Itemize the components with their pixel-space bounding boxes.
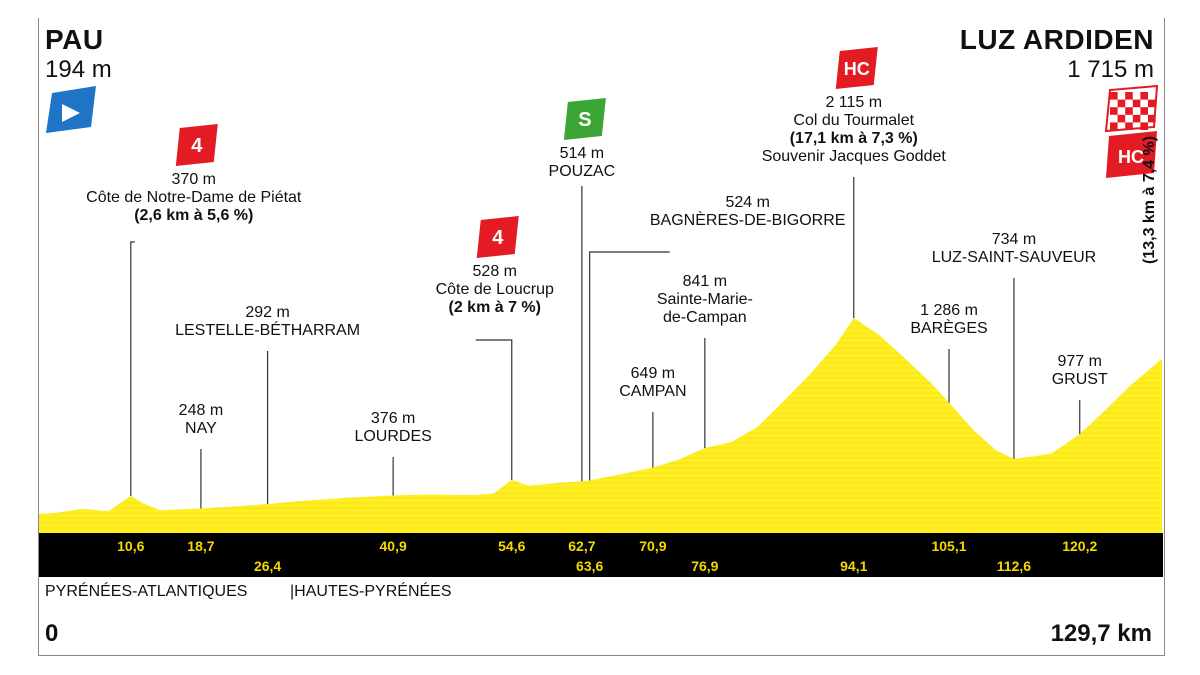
waypoint-name: POUZAC [549, 163, 616, 180]
km-marker-label: 40,9 [380, 538, 407, 554]
flag-square [1117, 114, 1126, 123]
badge-label: HC [844, 59, 870, 79]
climb-category-badge: 4 [476, 216, 519, 258]
waypoint-altitude: 528 m [473, 263, 517, 280]
waypoint-altitude: 734 m [992, 231, 1036, 248]
waypoint-name: CAMPAN [619, 383, 686, 400]
km-marker-label: 105,1 [931, 538, 966, 554]
waypoint-name: NAY [185, 420, 217, 437]
flag-square [1140, 92, 1148, 100]
waypoint-name: LOURDES [354, 428, 431, 445]
flag-square [1125, 92, 1133, 100]
km-marker-label: 62,7 [568, 538, 595, 554]
leader-line [130, 241, 135, 497]
distance-start: 0 [45, 620, 59, 647]
waypoint-name: BAGNÈRES-DE-BIGORRE [650, 210, 846, 229]
flag-square [1110, 122, 1118, 130]
finish-altitude: 1 715 m [1067, 56, 1154, 83]
km-marker-label: 112,6 [997, 558, 1031, 574]
chart-frame [38, 18, 1165, 656]
km-marker-label: 54,6 [498, 538, 525, 554]
badge-label: 4 [492, 227, 504, 249]
waypoint-name: BARÈGES [910, 318, 987, 337]
flag-square [1132, 99, 1141, 108]
km-marker-label: 18,7 [187, 538, 214, 554]
start-altitude: 194 m [45, 56, 112, 83]
flag-square [1110, 107, 1118, 115]
finish-climb-detail: (13,3 km à 7,4 %) [1141, 135, 1158, 264]
waypoint-name: LESTELLE-BÉTHARRAM [175, 320, 360, 339]
waypoint-name: (17,1 km à 7,3 %) [790, 130, 918, 147]
km-marker-label: 63,6 [576, 558, 603, 574]
waypoint-altitude: 649 m [631, 365, 675, 382]
flag-square [1117, 99, 1126, 108]
climb-category-badge: HC [835, 47, 878, 89]
waypoint-name: Col du Tourmalet [793, 112, 914, 129]
flag-square [1140, 122, 1148, 130]
flag-square [1125, 122, 1133, 130]
badge-label: HC [1118, 147, 1144, 167]
km-marker-label: 70,9 [639, 538, 666, 554]
waypoint-name: LUZ-SAINT-SAUVEUR [932, 249, 1096, 266]
elevation-profile [39, 318, 1162, 533]
waypoint-altitude: 292 m [245, 304, 289, 321]
finish-climb-category-badge: HC [1106, 131, 1157, 178]
flag-square [1125, 107, 1133, 115]
waypoint-altitude: 2 115 m [825, 94, 882, 111]
waypoint-altitude: 977 m [1058, 353, 1102, 370]
flag-square [1148, 99, 1156, 108]
waypoint-name: de-Campan [663, 309, 747, 326]
finish-town: LUZ ARDIDEN [959, 24, 1154, 55]
waypoint-name: (2 km à 7 %) [449, 299, 541, 316]
waypoint-altitude: 841 m [683, 273, 727, 290]
waypoint-name: Souvenir Jacques Goddet [762, 148, 947, 165]
km-marker-label: 10,6 [117, 538, 144, 554]
km-marker-label: 120,2 [1062, 538, 1097, 554]
waypoint-altitude: 376 m [371, 410, 415, 427]
flag-square [1132, 114, 1141, 123]
waypoint-name: GRUST [1052, 371, 1108, 388]
badge-shape [563, 98, 606, 140]
km-marker-label: 26,4 [254, 558, 281, 574]
km-strip [39, 533, 1163, 577]
flag-square [1148, 114, 1156, 123]
flag-square [1140, 107, 1148, 115]
waypoint-name: Côte de Loucrup [436, 281, 554, 298]
climb-category-badge: 4 [175, 124, 218, 166]
distance-total: 129,7 km [1050, 620, 1152, 647]
start-town: PAU [45, 24, 104, 55]
badge-shape [476, 216, 519, 258]
leader-line [475, 339, 513, 480]
badge-label: 4 [191, 135, 203, 157]
waypoint-altitude: 248 m [179, 402, 223, 419]
badge-shape [835, 47, 878, 89]
badge-shape [1106, 131, 1157, 178]
km-marker-label: 76,9 [691, 558, 718, 574]
flag-square [1110, 92, 1118, 100]
leader-line [589, 251, 670, 481]
waypoint-altitude: 370 m [172, 171, 216, 188]
finish-flag-icon [1104, 84, 1159, 133]
waypoint-altitude: 514 m [560, 145, 604, 162]
waypoint-name: (2,6 km à 5,6 %) [134, 207, 253, 224]
badge-shape [175, 124, 218, 166]
sprint-badge-icon: S [563, 98, 606, 140]
waypoint-name: Sainte-Marie- [657, 291, 753, 308]
department-hautes-pyrenees: |HAUTES-PYRÉNÉES [290, 583, 452, 600]
waypoint-name: Côte de Notre-Dame de Piétat [86, 189, 302, 206]
badge-label: S [578, 109, 591, 131]
department-pyrenees-atlantiques: PYRÉNÉES-ATLANTIQUES [45, 583, 248, 600]
start-flag-icon [43, 86, 96, 133]
waypoint-altitude: 1 286 m [920, 302, 978, 319]
waypoint-altitude: 524 m [725, 194, 769, 211]
km-marker-label: 94,1 [840, 558, 867, 574]
